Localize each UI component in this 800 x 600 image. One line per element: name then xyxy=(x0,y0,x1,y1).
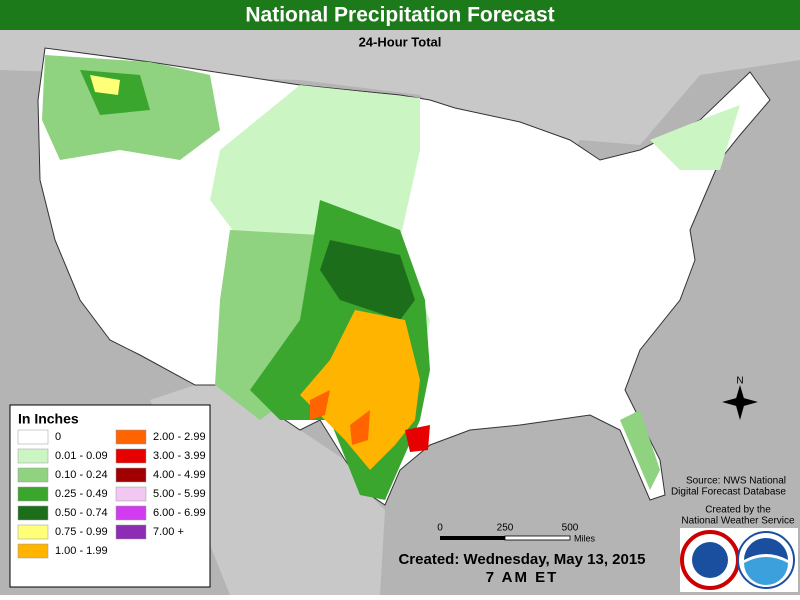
legend-swatch xyxy=(17,524,49,540)
precip-northeast xyxy=(650,105,740,170)
compass: N xyxy=(722,376,758,420)
source-line: Digital Forecast Database xyxy=(671,487,786,498)
legend-swatch xyxy=(115,429,147,445)
noaa-logo-top xyxy=(744,538,788,560)
noaa-logo-bottom xyxy=(744,557,788,585)
precip-texas-west xyxy=(310,390,330,420)
legend-label: 1.00 - 1.99 xyxy=(55,545,108,557)
legend-swatch xyxy=(115,486,147,502)
legend-swatch xyxy=(17,467,49,483)
created-time: 7 AM ET xyxy=(486,569,559,586)
scale-segment xyxy=(440,536,505,540)
legend-swatch xyxy=(17,543,49,559)
compass-label: N xyxy=(736,376,743,387)
legend-label: 0.50 - 0.74 xyxy=(55,507,108,519)
scale-label: 250 xyxy=(497,523,514,534)
legend-swatch xyxy=(17,505,49,521)
precip-houston xyxy=(405,425,430,452)
title: National Precipitation Forecast xyxy=(245,4,554,27)
precip-texas xyxy=(300,310,420,470)
legend-label: 0.01 - 0.09 xyxy=(55,450,108,462)
legend-swatch xyxy=(115,467,147,483)
precip-cascades-peak xyxy=(90,75,120,95)
legend-label: 0.10 - 0.24 xyxy=(55,469,108,481)
nws-logo-center xyxy=(692,542,728,578)
legend-swatch xyxy=(115,505,147,521)
precip-kansas xyxy=(320,240,415,320)
legend-swatch xyxy=(17,448,49,464)
title-bar xyxy=(0,0,800,30)
precip-texas-central xyxy=(350,410,370,445)
legend-label: 0 xyxy=(55,431,61,443)
legend: In Inches 0 0.01 - 0.09 0.10 - 0.24 0.25 - … xyxy=(9,404,211,588)
legend-label: 6.00 - 6.99 xyxy=(153,507,206,519)
legend-label: 4.00 - 4.99 xyxy=(153,469,206,481)
legend-label: 0.75 - 0.99 xyxy=(55,526,108,538)
legend-swatch xyxy=(17,429,49,445)
credit-line: Created by the xyxy=(705,505,771,516)
scale-label: 500 xyxy=(562,523,579,534)
legend-swatch xyxy=(115,448,147,464)
legend-swatch xyxy=(115,524,147,540)
source-line: Source: NWS National xyxy=(686,476,786,487)
legend-label: 3.00 - 3.99 xyxy=(153,450,206,462)
scale-label: 0 xyxy=(437,523,443,534)
legend-label: 7.00 + xyxy=(153,526,184,538)
subtitle: 24-Hour Total xyxy=(359,34,442,49)
scale-unit: Miles xyxy=(574,533,596,543)
logos xyxy=(680,528,798,592)
precip-florida xyxy=(620,410,660,490)
legend-label: 2.00 - 2.99 xyxy=(153,431,206,443)
scale-segment xyxy=(504,535,571,541)
legend-title: In Inches xyxy=(18,411,79,427)
compass-cross xyxy=(722,397,758,407)
legend-label: 0.25 - 0.49 xyxy=(55,488,108,500)
credit-line: National Weather Service xyxy=(681,516,795,527)
legend-swatch xyxy=(17,486,49,502)
created-date: Created: Wednesday, May 13, 2015 xyxy=(398,551,645,568)
legend-label: 5.00 - 5.99 xyxy=(153,488,206,500)
